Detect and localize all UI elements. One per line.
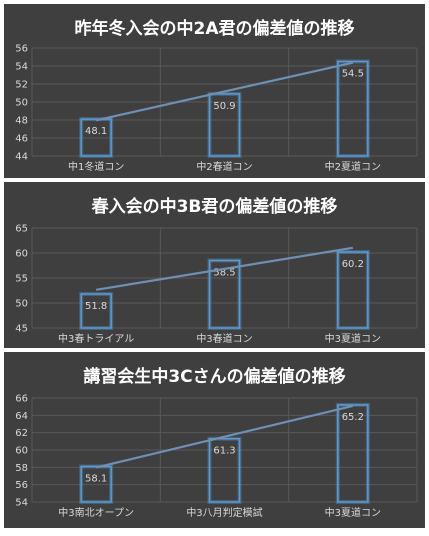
data-label: 58.5 [213, 268, 235, 279]
bar [208, 259, 241, 329]
category-label: 中3春トライアル [58, 332, 134, 345]
data-label: 54.5 [342, 69, 364, 80]
y-tick-label: 56 [15, 480, 28, 491]
bar [80, 293, 112, 329]
y-tick-label: 56 [15, 44, 28, 55]
y-tick-label: 52 [15, 80, 28, 91]
y-tick-label: 58 [15, 463, 28, 474]
y-tick-label: 45 [15, 324, 28, 335]
bar [208, 437, 241, 503]
y-tick-label: 44 [15, 152, 28, 163]
trend-line [95, 404, 354, 469]
trend-line [95, 61, 354, 122]
category-label: 中3南北オープン [58, 506, 134, 519]
data-label: 48.1 [85, 126, 107, 137]
chart-title: 昨年冬入会の中2A君の偏差値の推移 [74, 19, 355, 39]
y-tick-label: 64 [15, 411, 28, 422]
bar [337, 60, 369, 157]
y-tick-label: 50 [15, 98, 28, 109]
category-label: 中3夏道コン [325, 332, 381, 345]
bar [337, 251, 369, 329]
data-label: 65.2 [342, 412, 364, 423]
chart-title: 春入会の中3B君の偏差値の推移 [91, 197, 338, 217]
y-tick-label: 54 [15, 62, 28, 73]
y-tick-label: 54 [15, 498, 28, 509]
y-tick-label: 65 [15, 224, 28, 235]
y-tick-label: 46 [15, 134, 28, 145]
category-label: 中2夏道コン [325, 160, 381, 173]
y-tick-label: 60 [15, 446, 28, 457]
data-label: 60.2 [342, 259, 364, 270]
chart-plot: 44 46 48 50 52 54 56 48.1 中1冬道コン 50.9 中2春道コン 54.5 中2… [15, 44, 418, 173]
category-label: 中3春道コン [196, 332, 252, 345]
bar [208, 93, 241, 157]
y-tick-label: 48 [15, 116, 28, 127]
y-tick-label: 62 [15, 428, 28, 439]
y-tick-label: 50 [15, 299, 28, 310]
data-label: 58.1 [85, 473, 107, 484]
chart-panel-c: 講習会生中3Cさんの偏差値の推移 54 56 58 60 62 64 66 58.1 中3南北オ… [4, 352, 425, 528]
category-label: 中1冬道コン [68, 160, 124, 173]
y-tick-label: 55 [15, 274, 28, 285]
chart-stack: 昨年冬入会の中2A君の偏差値の推移 44 46 48 50 52 54 56 48.1 中1冬道… [4, 4, 425, 528]
chart-panel-b: 春入会の中3B君の偏差値の推移 45 50 55 60 65 51.8 中3春トライアル 58… [4, 182, 425, 348]
bar [337, 404, 369, 503]
chart-panel-a: 昨年冬入会の中2A君の偏差値の推移 44 46 48 50 52 54 56 48.1 中1冬道… [4, 4, 425, 178]
trend-line [95, 246, 354, 291]
data-label: 61.3 [213, 446, 235, 457]
bar [80, 118, 112, 157]
category-label: 中3八月判定模試 [186, 506, 262, 519]
category-label: 中2春道コン [196, 160, 252, 173]
chart-plot: 54 56 58 60 62 64 66 58.1 中3南北オープン 61.3 中3八月判定模試 65… [15, 394, 418, 519]
chart-title: 講習会生中3Cさんの偏差値の推移 [83, 367, 346, 387]
data-label: 50.9 [213, 101, 235, 112]
chart-plot: 45 50 55 60 65 51.8 中3春トライアル 58.5 中3春道コン 60.2 中3夏道… [15, 224, 418, 345]
category-label: 中3夏道コン [325, 506, 381, 519]
y-tick-label: 60 [15, 249, 28, 260]
y-tick-label: 66 [15, 394, 28, 405]
data-label: 51.8 [85, 301, 107, 312]
